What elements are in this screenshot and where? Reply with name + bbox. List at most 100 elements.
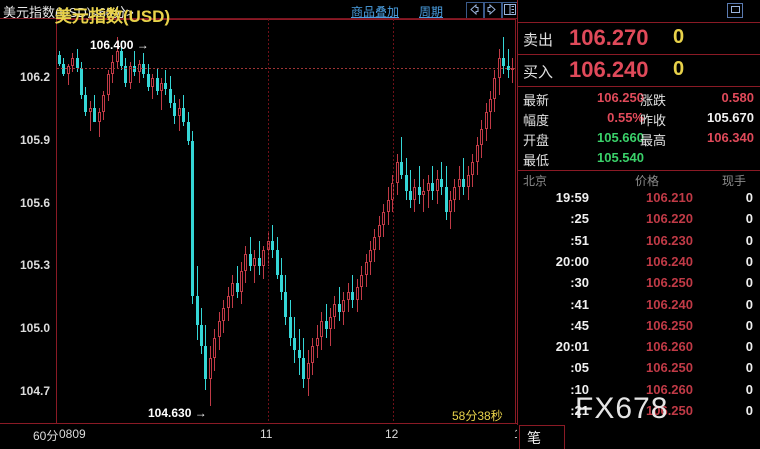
detail-label: 涨跌 [640,93,667,108]
tick-row[interactable]: :05 106.250 0 [517,360,760,382]
detail-label: 幅度 [523,113,550,128]
candle-body [235,283,239,292]
candle [248,22,252,419]
tick-price: 106.250 [646,403,693,418]
detail-value: 105.540 [597,150,644,165]
commodity-overlay-link[interactable]: 商品叠加 [351,5,400,19]
candle-body [155,78,159,91]
y-axis-label: 105.3 [19,258,50,272]
tick-row[interactable]: :25 106.220 0 [517,211,760,233]
candle-body [195,295,199,325]
candle [302,22,306,419]
candle-wick [463,157,465,196]
candle [173,22,177,419]
candle-body [248,253,252,267]
candle-wick [258,241,260,275]
candle-body [71,57,75,66]
candle-body [93,107,97,123]
candle [141,22,146,419]
tab-bi[interactable]: 笔 [519,425,565,449]
candle [150,22,155,419]
tick-header-price: 价格 [635,174,660,188]
candle [110,22,115,419]
tick-time: :05 [570,360,589,376]
tick-row[interactable]: 20:01 106.260 0 [517,339,760,361]
watermark: FX678 [575,392,669,425]
candle [306,22,310,419]
candle [466,22,470,419]
tick-time: 19:59 [555,190,589,205]
candle [475,22,479,419]
next-arrow-icon[interactable] [484,2,502,19]
tick-row[interactable]: :51 106.230 0 [517,233,760,255]
candle-body [244,253,248,271]
candle-wick [236,266,238,298]
period-link[interactable]: 周期 [419,5,444,19]
candle-body [471,161,475,175]
candle [137,22,141,419]
candle [97,22,101,419]
candle-wick [418,166,420,204]
candle [288,22,292,419]
bid-row: 买入 106.240 0 [517,56,760,85]
candlestick-plot[interactable] [57,22,515,419]
candle-body [506,65,510,71]
detail-value: 105.660 [597,130,644,145]
detail-label: 开盘 [523,133,550,148]
candle [155,22,159,419]
candle-wick [512,57,514,83]
tick-row[interactable]: :45 106.250 0 [517,318,760,340]
candle-body [106,74,110,96]
tick-time: :45 [570,317,589,333]
bid-label: 买入 [523,64,554,81]
candle-wick [352,274,354,309]
candle-body [293,337,297,351]
candle [373,22,377,419]
candle-body [328,316,332,330]
bar-countdown: 58分38秒 [452,409,503,423]
candle-wick [338,287,340,321]
candle-body [457,178,461,188]
tick-row[interactable]: :21 106.250 0 [517,403,760,425]
candle [168,22,172,419]
tick-volume: 0 [745,339,753,355]
candle-body [142,63,146,75]
detail-value: 105.670 [707,110,754,125]
header-divider [0,18,517,19]
candle-body [275,249,279,275]
tick-header-volume: 现手 [722,174,747,188]
candle-body [360,274,364,288]
candle-body [208,358,212,380]
candle-body [146,74,150,87]
y-axis-label: 105.6 [19,196,50,210]
candle-wick [152,74,154,100]
quote-divider-2 [517,54,760,55]
candle-body [262,249,266,267]
quote-title: 美元指数(USD) [54,7,171,26]
list-menu-icon[interactable] [502,2,520,19]
detail-value: 106.340 [707,130,754,145]
period-label: 60分 [33,429,59,443]
tick-row[interactable]: :10 106.260 0 [517,382,760,404]
candle [386,22,390,419]
candle-body [133,65,137,73]
candle-wick [134,51,136,77]
candle-body [493,78,497,100]
candle-body [337,304,341,313]
candle-body [57,55,61,64]
tick-row[interactable]: :41 106.240 0 [517,297,760,319]
candle [453,22,457,419]
prev-arrow-icon[interactable] [466,2,484,19]
candle [159,22,163,419]
restore-window-icon[interactable] [727,3,743,18]
candle [222,22,226,419]
plot-right-border [515,19,516,423]
candle-wick [401,136,403,179]
tick-volume: 0 [745,317,753,333]
candle-body [489,99,493,112]
candle [217,22,221,419]
tick-row[interactable]: 19:59 106.210 0 [517,190,760,212]
tick-row[interactable]: 20:00 106.240 0 [517,254,760,276]
tick-row[interactable]: :30 106.250 0 [517,275,760,297]
candle-wick [272,224,274,259]
